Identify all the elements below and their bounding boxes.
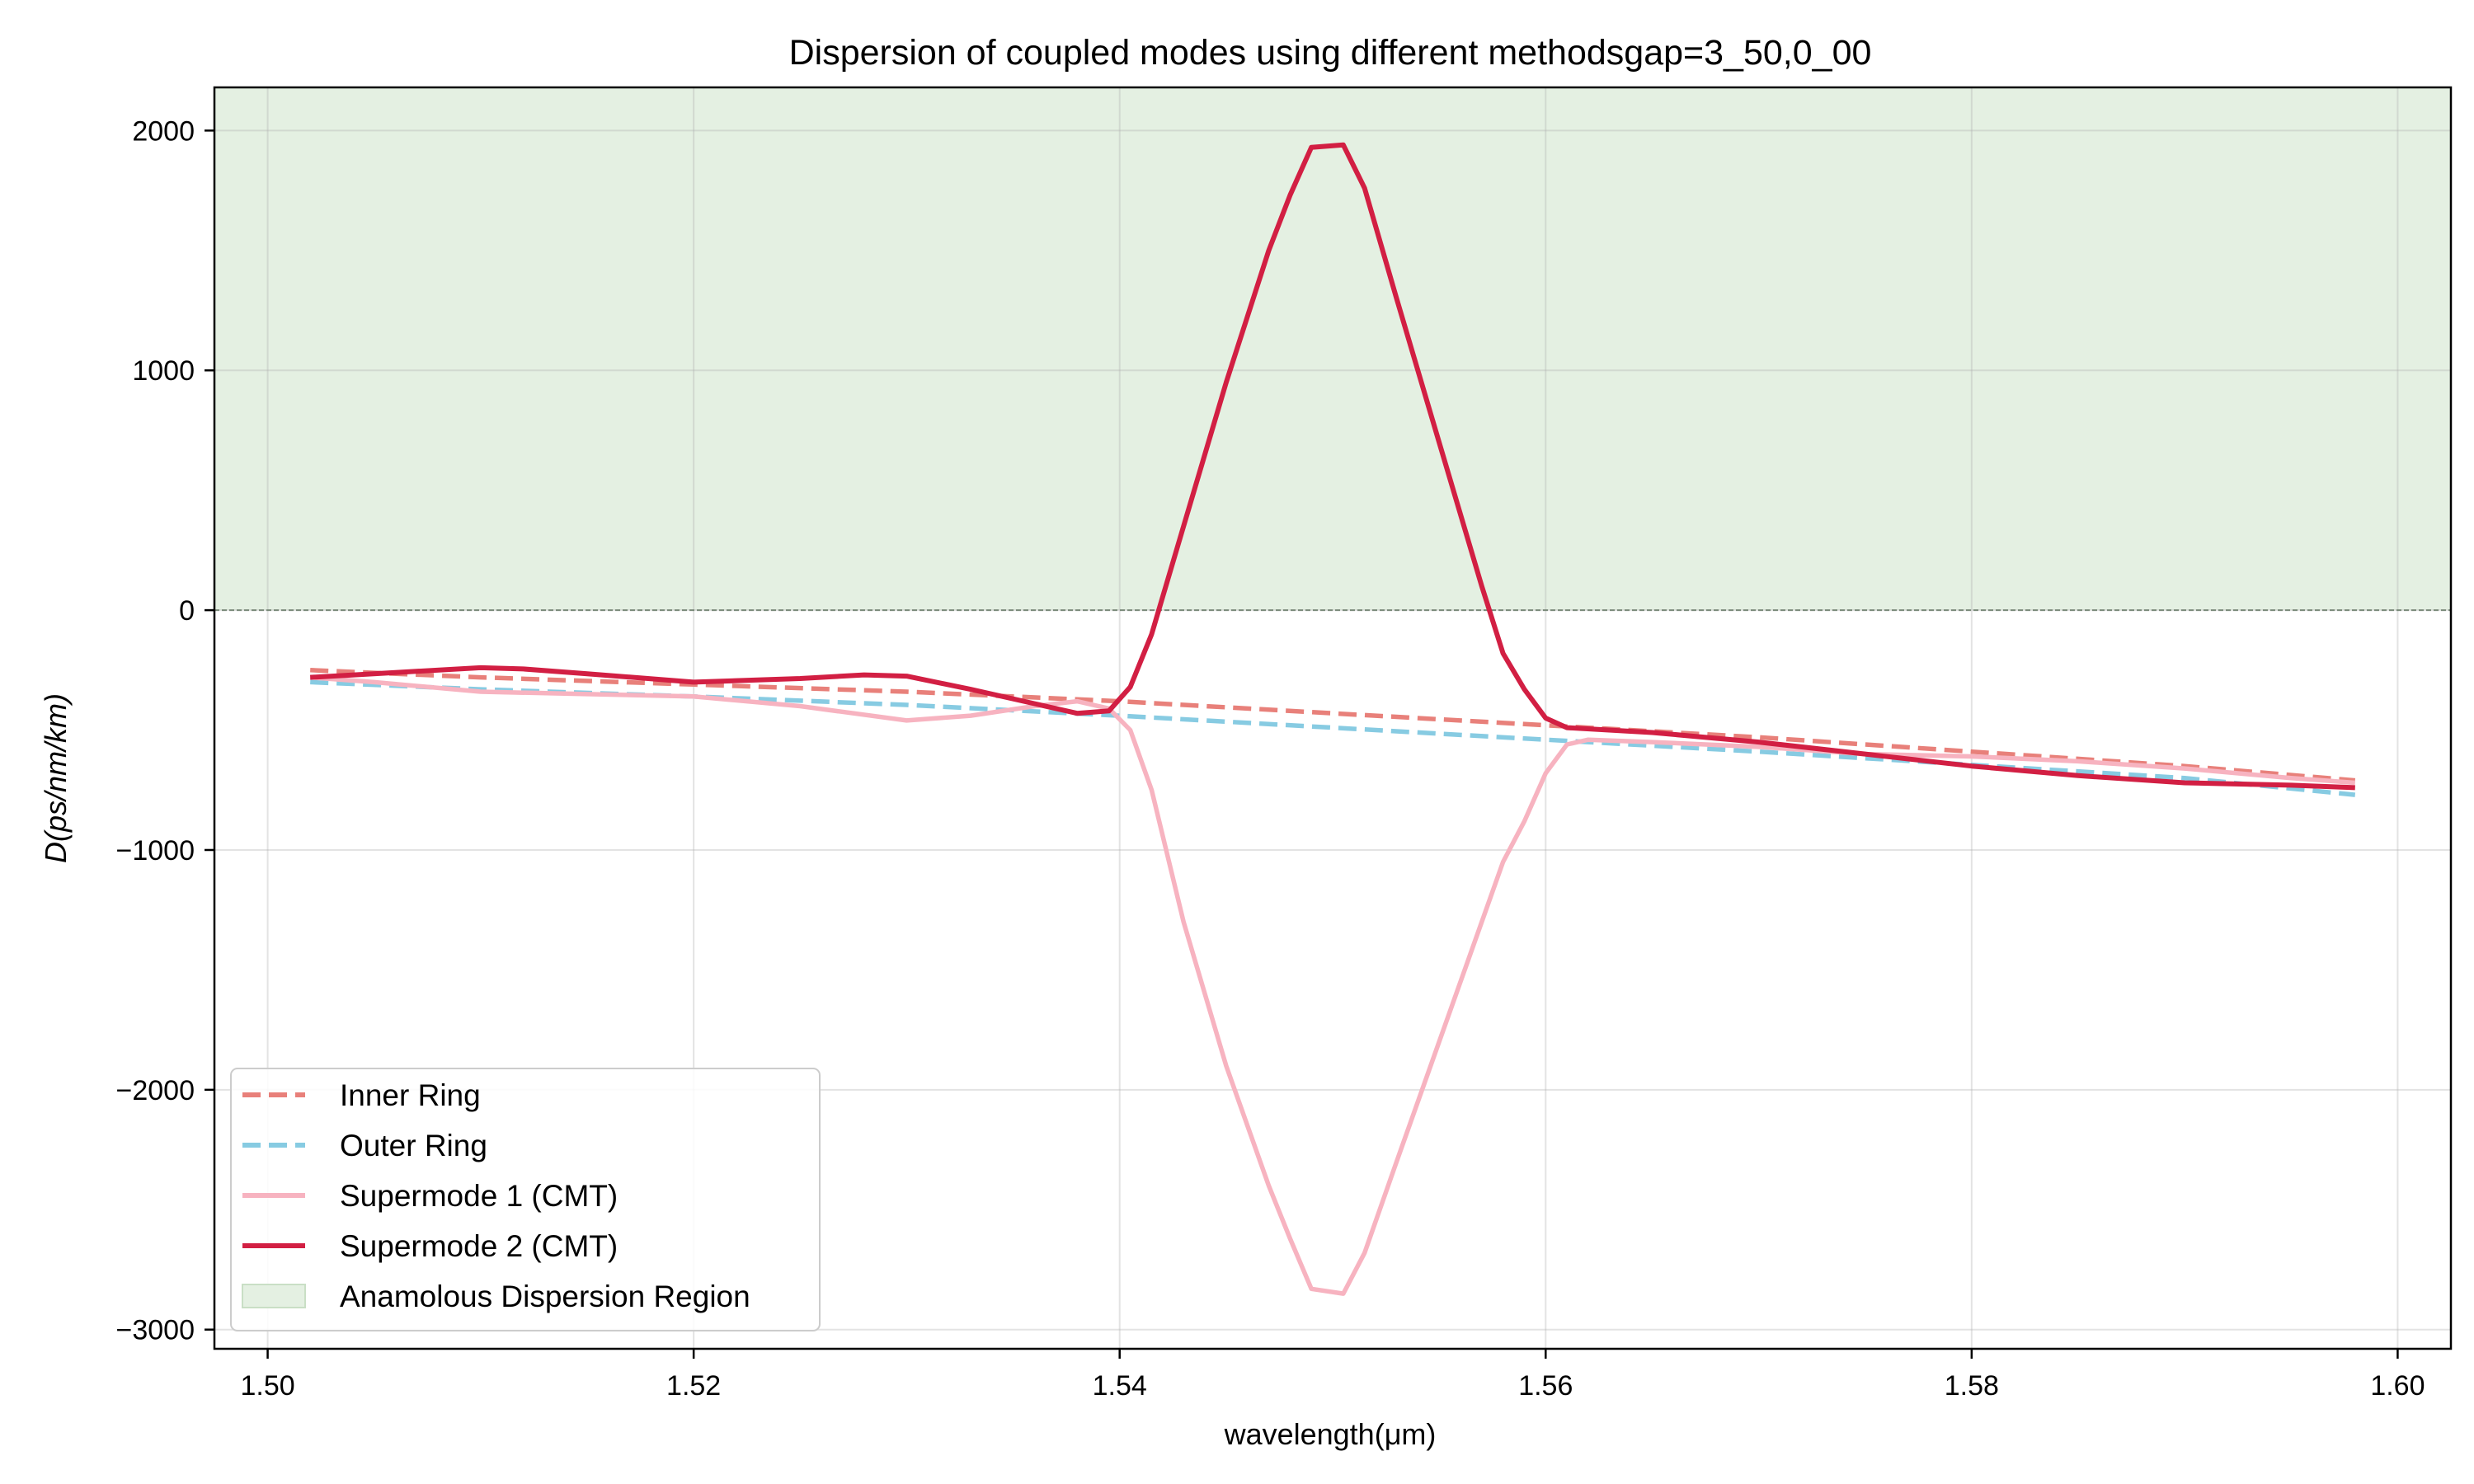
y-tick-label: 2000 [132, 115, 195, 147]
axes: 1.50 1.52 1.54 1.56 1.58 1.60 2000 1000 0 −1000 −2… [116, 86, 2453, 1402]
y-axis-title: D(ps/nm/km) [39, 693, 73, 863]
x-tick-label: 1.58 [1945, 1370, 1999, 1402]
x-axis-title: wavelength(μm) [1224, 1417, 1437, 1451]
chart-title: Dispersion of coupled modes using differ… [789, 33, 1872, 73]
legend-label: Supermode 2 (CMT) [340, 1229, 618, 1263]
legend-swatch-region [242, 1284, 306, 1308]
anomalous-region-shade [214, 87, 2451, 611]
x-tick-label: 1.52 [666, 1370, 721, 1402]
legend-label: Supermode 1 (CMT) [340, 1179, 618, 1213]
y-tick-label: 1000 [132, 355, 195, 387]
y-tick-label: −3000 [116, 1315, 195, 1346]
plot-area [214, 87, 2451, 1349]
legend-label: Anamolous Dispersion Region [340, 1280, 750, 1313]
plot-frame [213, 86, 2453, 1350]
y-tick-label: 0 [179, 595, 195, 627]
legend-box [230, 1068, 821, 1331]
legend-label: Inner Ring [340, 1078, 481, 1112]
y-tick-label: −1000 [116, 835, 195, 866]
legend: Inner Ring Outer Ring Supermode 1 (CMT) Sup… [230, 1068, 821, 1331]
series-line-4 [310, 142, 2355, 791]
legend-label: Outer Ring [340, 1129, 487, 1162]
x-tick-label: 1.56 [1518, 1370, 1573, 1402]
x-tick-label: 1.54 [1093, 1370, 1147, 1402]
y-tick-label: −2000 [116, 1075, 195, 1106]
x-tick-label: 1.60 [2370, 1370, 2425, 1402]
series-line-3 [309, 674, 2356, 1296]
x-tick-label: 1.50 [240, 1370, 294, 1402]
